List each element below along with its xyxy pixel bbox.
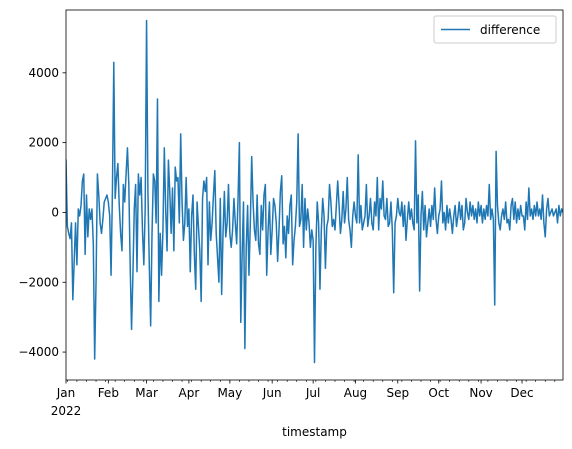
series-line-difference <box>66 19 563 364</box>
x-tick-label: Feb <box>98 386 119 400</box>
x-tick-label: Apr <box>179 386 200 400</box>
y-tick-label: −2000 <box>18 275 59 289</box>
legend-box <box>433 15 557 44</box>
y-tick-label: −4000 <box>18 345 59 359</box>
plot-frame <box>65 9 564 381</box>
y-tick-label: 0 <box>51 205 59 219</box>
x-axis-title: timestamp <box>282 425 347 439</box>
x-tick-label: Oct <box>428 386 449 400</box>
x-tick-label: Dec <box>510 386 533 400</box>
x-tick-label: Jun <box>262 386 282 400</box>
y-tick-label: 2000 <box>28 136 59 150</box>
x-tick-sublabel: 2022 <box>51 404 82 418</box>
x-tick-label: Sep <box>386 386 409 400</box>
x-tick-label: Jan <box>56 386 76 400</box>
x-tick-label: May <box>217 386 242 400</box>
legend-label-difference: difference <box>480 23 540 37</box>
series-layer <box>66 19 563 364</box>
x-tick-label: Nov <box>469 386 492 400</box>
x-tick-label: Aug <box>344 386 367 400</box>
y-axis: −4000 −2000 0 2000 4000 <box>18 66 66 359</box>
legend: difference <box>433 15 557 44</box>
x-tick-label: Mar <box>135 386 158 400</box>
y-tick-label: 4000 <box>28 66 59 80</box>
x-tick-label: Jul <box>305 386 320 400</box>
x-axis: Jan 2022 Feb Mar Apr May Jun Jul Aug Sep Oct Nov Dec <box>51 380 556 418</box>
